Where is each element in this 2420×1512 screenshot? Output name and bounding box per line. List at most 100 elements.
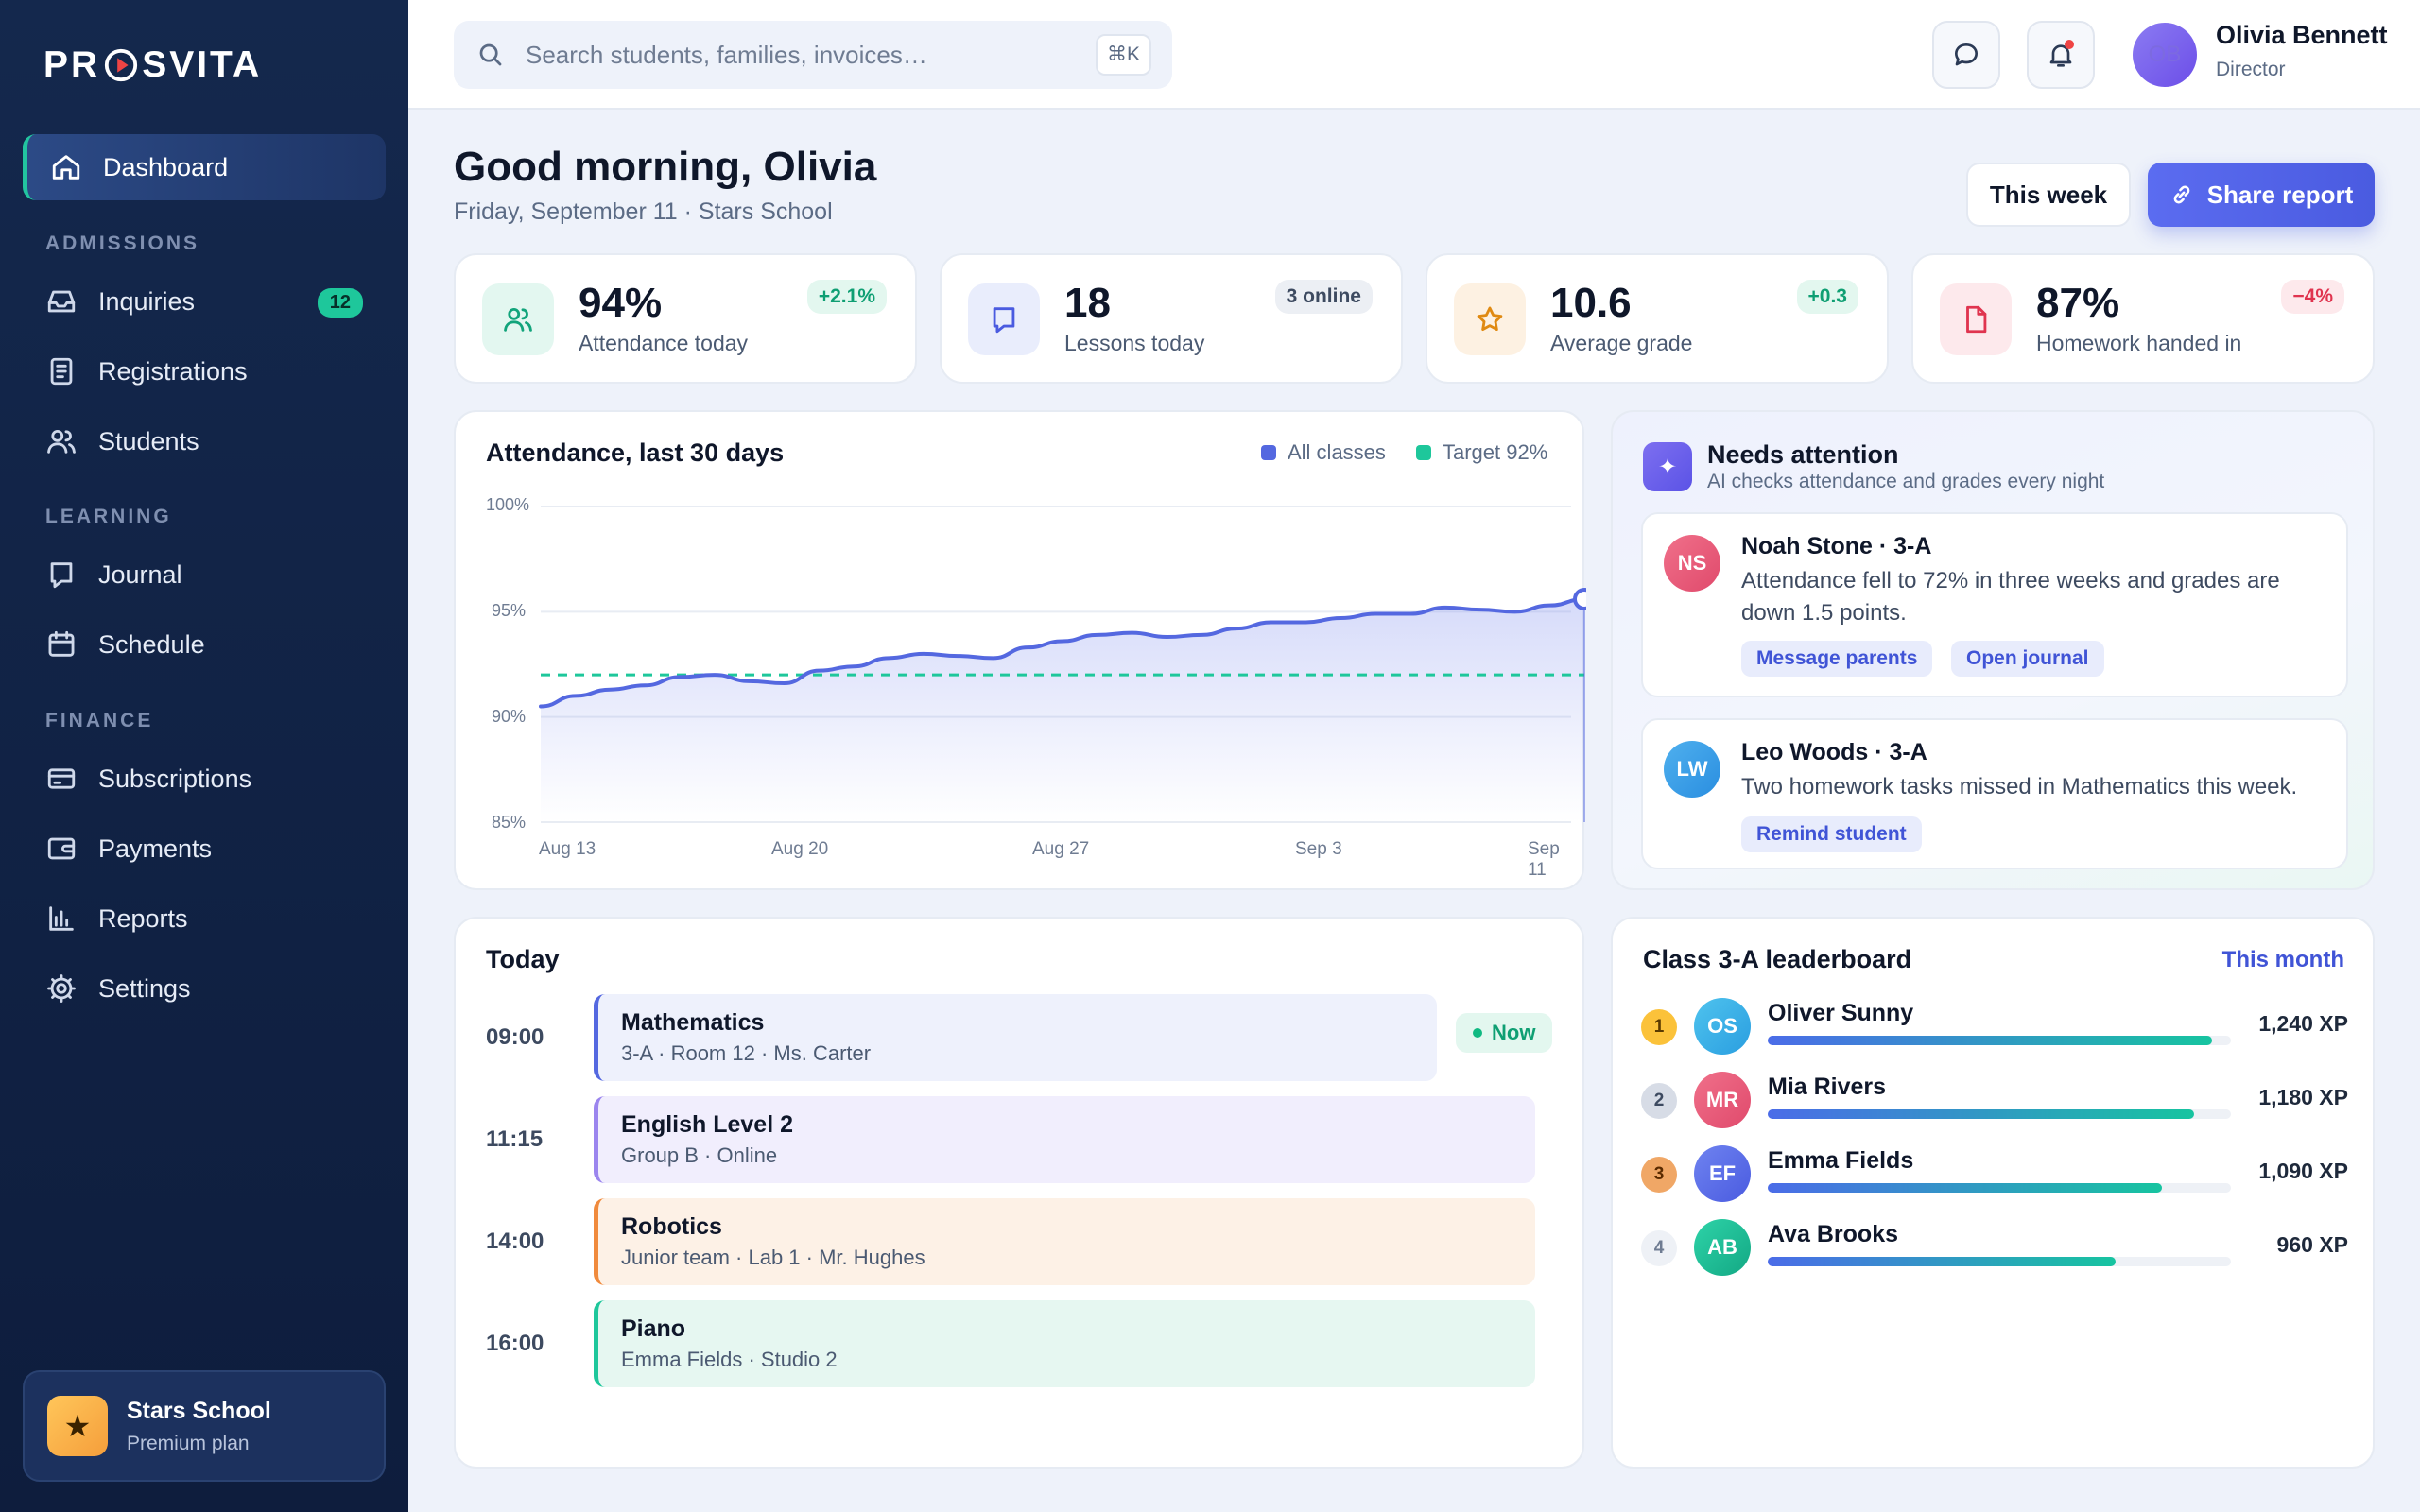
lesson-item[interactable]: Piano Emma Fields · Studio 2 (594, 1300, 1535, 1387)
wallet-icon (47, 837, 76, 860)
lesson-subtitle: 3-A · Room 12 · Ms. Carter (621, 1041, 872, 1065)
inbox-icon (47, 290, 76, 313)
sidebar-item-payments[interactable]: Payments (23, 816, 386, 882)
xp-value: 1,240 XP (2258, 1011, 2348, 1036)
sidebar-item-label: Inquiries (98, 286, 196, 316)
avatar: NS (1664, 535, 1720, 592)
lesson-title: Mathematics (621, 1009, 765, 1036)
stat-value: 10.6 (1550, 280, 1632, 326)
notifications-button[interactable] (2027, 21, 2095, 89)
lesson-item[interactable]: Mathematics 3-A · Room 12 · Ms. Carter (594, 994, 1437, 1081)
stat-value: 94% (579, 280, 663, 326)
now-label: Now (1492, 1021, 1536, 1044)
x-tick-label: Sep 3 (1295, 839, 1342, 859)
sidebar-item-label: Registrations (98, 356, 248, 386)
rank-badge: 4 (1641, 1230, 1677, 1266)
lesson-time: 09:00 (486, 1024, 544, 1050)
sidebar-item-journal[interactable]: Journal (23, 541, 386, 608)
range-button[interactable]: This week (1966, 163, 2131, 227)
avatar: AB (1694, 1219, 1751, 1276)
sidebar-item-label: Journal (98, 559, 182, 589)
bar-chart-icon (49, 906, 74, 931)
xp-progress-fill (1768, 1109, 2194, 1119)
document-icon (50, 357, 73, 386)
school-plan: Premium plan (127, 1432, 250, 1454)
student-name: Emma Fields (1768, 1147, 1914, 1174)
avatar[interactable]: OB (2133, 23, 2197, 87)
live-dot (1473, 1028, 1482, 1038)
leaderboard-row[interactable]: 3 EF Emma Fields 1,090 XP (1641, 1140, 2348, 1206)
sidebar-item-subscriptions[interactable]: Subscriptions (23, 746, 386, 812)
sidebar-item-registrations[interactable]: Registrations (23, 338, 386, 404)
open-journal-button[interactable]: Open journal (1951, 641, 2104, 677)
sidebar: PR SVITA Dashboard ADMISSIONS Inquiries … (0, 0, 408, 1512)
leaderboard-row[interactable]: 1 OS Oliver Sunny 1,240 XP (1641, 992, 2348, 1058)
message-parents-button[interactable]: Message parents (1741, 641, 1933, 677)
x-tick-label: Aug 13 (539, 839, 596, 859)
leaderboard-row[interactable]: 4 AB Ava Brooks 960 XP (1641, 1213, 2348, 1280)
alert-card: NS Noah Stone · 3-A Attendance fell to 7… (1641, 512, 2348, 697)
lesson-item[interactable]: English Level 2 Group B · Online (594, 1096, 1535, 1183)
sidebar-item-label: Dashboard (103, 152, 229, 181)
x-tick-label: Aug 20 (771, 839, 829, 859)
lesson-title: English Level 2 (621, 1111, 794, 1138)
sidebar-item-settings[interactable]: Settings (23, 955, 386, 1022)
alert-student-name: Leo Woods · 3-A (1741, 739, 1927, 765)
stat-change-badge: +0.3 (1796, 280, 1858, 314)
sidebar-item-dashboard[interactable]: Dashboard (23, 134, 386, 200)
sidebar-item-students[interactable]: Students (23, 408, 386, 474)
stat-icon-wrap (1940, 284, 2012, 355)
period-link[interactable]: This month (2221, 947, 2344, 972)
stat-label: Average grade (1550, 331, 1693, 355)
users-icon (504, 307, 532, 332)
xp-progress-bar (1768, 1257, 2231, 1266)
stat-card-grade[interactable]: 10.6 Average grade +0.3 (1426, 253, 1889, 384)
user-name[interactable]: Olivia Bennett (2216, 21, 2388, 49)
sidebar-item-reports[interactable]: Reports (23, 885, 386, 952)
chart-title: Attendance, last 30 days (486, 438, 785, 467)
chat-square-icon (993, 307, 1015, 334)
keyboard-shortcut: ⌘K (1095, 34, 1151, 76)
remind-student-button[interactable]: Remind student (1741, 816, 1922, 852)
stat-card-attendance[interactable]: 94% Attendance today +2.1% (454, 253, 917, 384)
alert-student-name: Noah Stone · 3-A (1741, 533, 1932, 559)
search-input[interactable]: Search students, families, invoices… ⌘K (454, 21, 1172, 89)
y-tick-label: 100% (486, 495, 530, 514)
lesson-title: Piano (621, 1315, 686, 1342)
leaderboard-card: Class 3-A leaderboard This month 1 OS Ol… (1611, 917, 2375, 1469)
xp-value: 960 XP (2276, 1232, 2348, 1257)
student-name: Mia Rivers (1768, 1074, 1887, 1100)
lesson-subtitle: Group B · Online (621, 1143, 778, 1167)
xp-progress-fill (1768, 1036, 2213, 1045)
lesson-item[interactable]: Robotics Junior team · Lab 1 · Mr. Hughe… (594, 1198, 1535, 1285)
avatar: OS (1694, 998, 1751, 1055)
rank-badge: 1 (1641, 1009, 1677, 1045)
attention-title: Needs attention (1707, 440, 1899, 469)
data-point-latest[interactable] (1573, 587, 1586, 610)
student-name: Oliver Sunny (1768, 1000, 1914, 1026)
lesson-title: Robotics (621, 1213, 722, 1240)
avatar: MR (1694, 1072, 1751, 1128)
stat-icon-wrap (1454, 284, 1526, 355)
sidebar-item-label: Reports (98, 903, 188, 933)
logo[interactable]: PR SVITA (43, 44, 263, 85)
sidebar-item-label: Schedule (98, 629, 205, 659)
series-area-all-classes (541, 598, 1584, 822)
school-plan-card[interactable]: ★ Stars School Premium plan (23, 1370, 386, 1482)
stat-card-lessons[interactable]: 18 Lessons today 3 online (940, 253, 1403, 384)
lesson-time: 11:15 (486, 1126, 544, 1152)
stat-card-homework[interactable]: 87% Homework handed in −4% (1911, 253, 2375, 384)
x-tick-label: Aug 27 (1032, 839, 1090, 859)
y-tick-label: 85% (492, 813, 527, 832)
sidebar-item-schedule[interactable]: Schedule (23, 611, 386, 678)
nav-section-admissions: ADMISSIONS (45, 232, 200, 254)
stat-label: Homework handed in (2036, 331, 2242, 355)
legend-label: All classes (1288, 440, 1386, 464)
alert-text: Two homework tasks missed in Mathematics… (1741, 774, 2298, 799)
leaderboard-row[interactable]: 2 MR Mia Rivers 1,180 XP (1641, 1066, 2348, 1132)
sidebar-item-inquiries[interactable]: Inquiries 12 (23, 268, 386, 335)
count-badge: 12 (317, 288, 363, 318)
share-report-button[interactable]: Share report (2148, 163, 2375, 227)
alert-text: Attendance fell to 72% in three weeks an… (1741, 568, 2280, 626)
messages-button[interactable] (1932, 21, 2000, 89)
